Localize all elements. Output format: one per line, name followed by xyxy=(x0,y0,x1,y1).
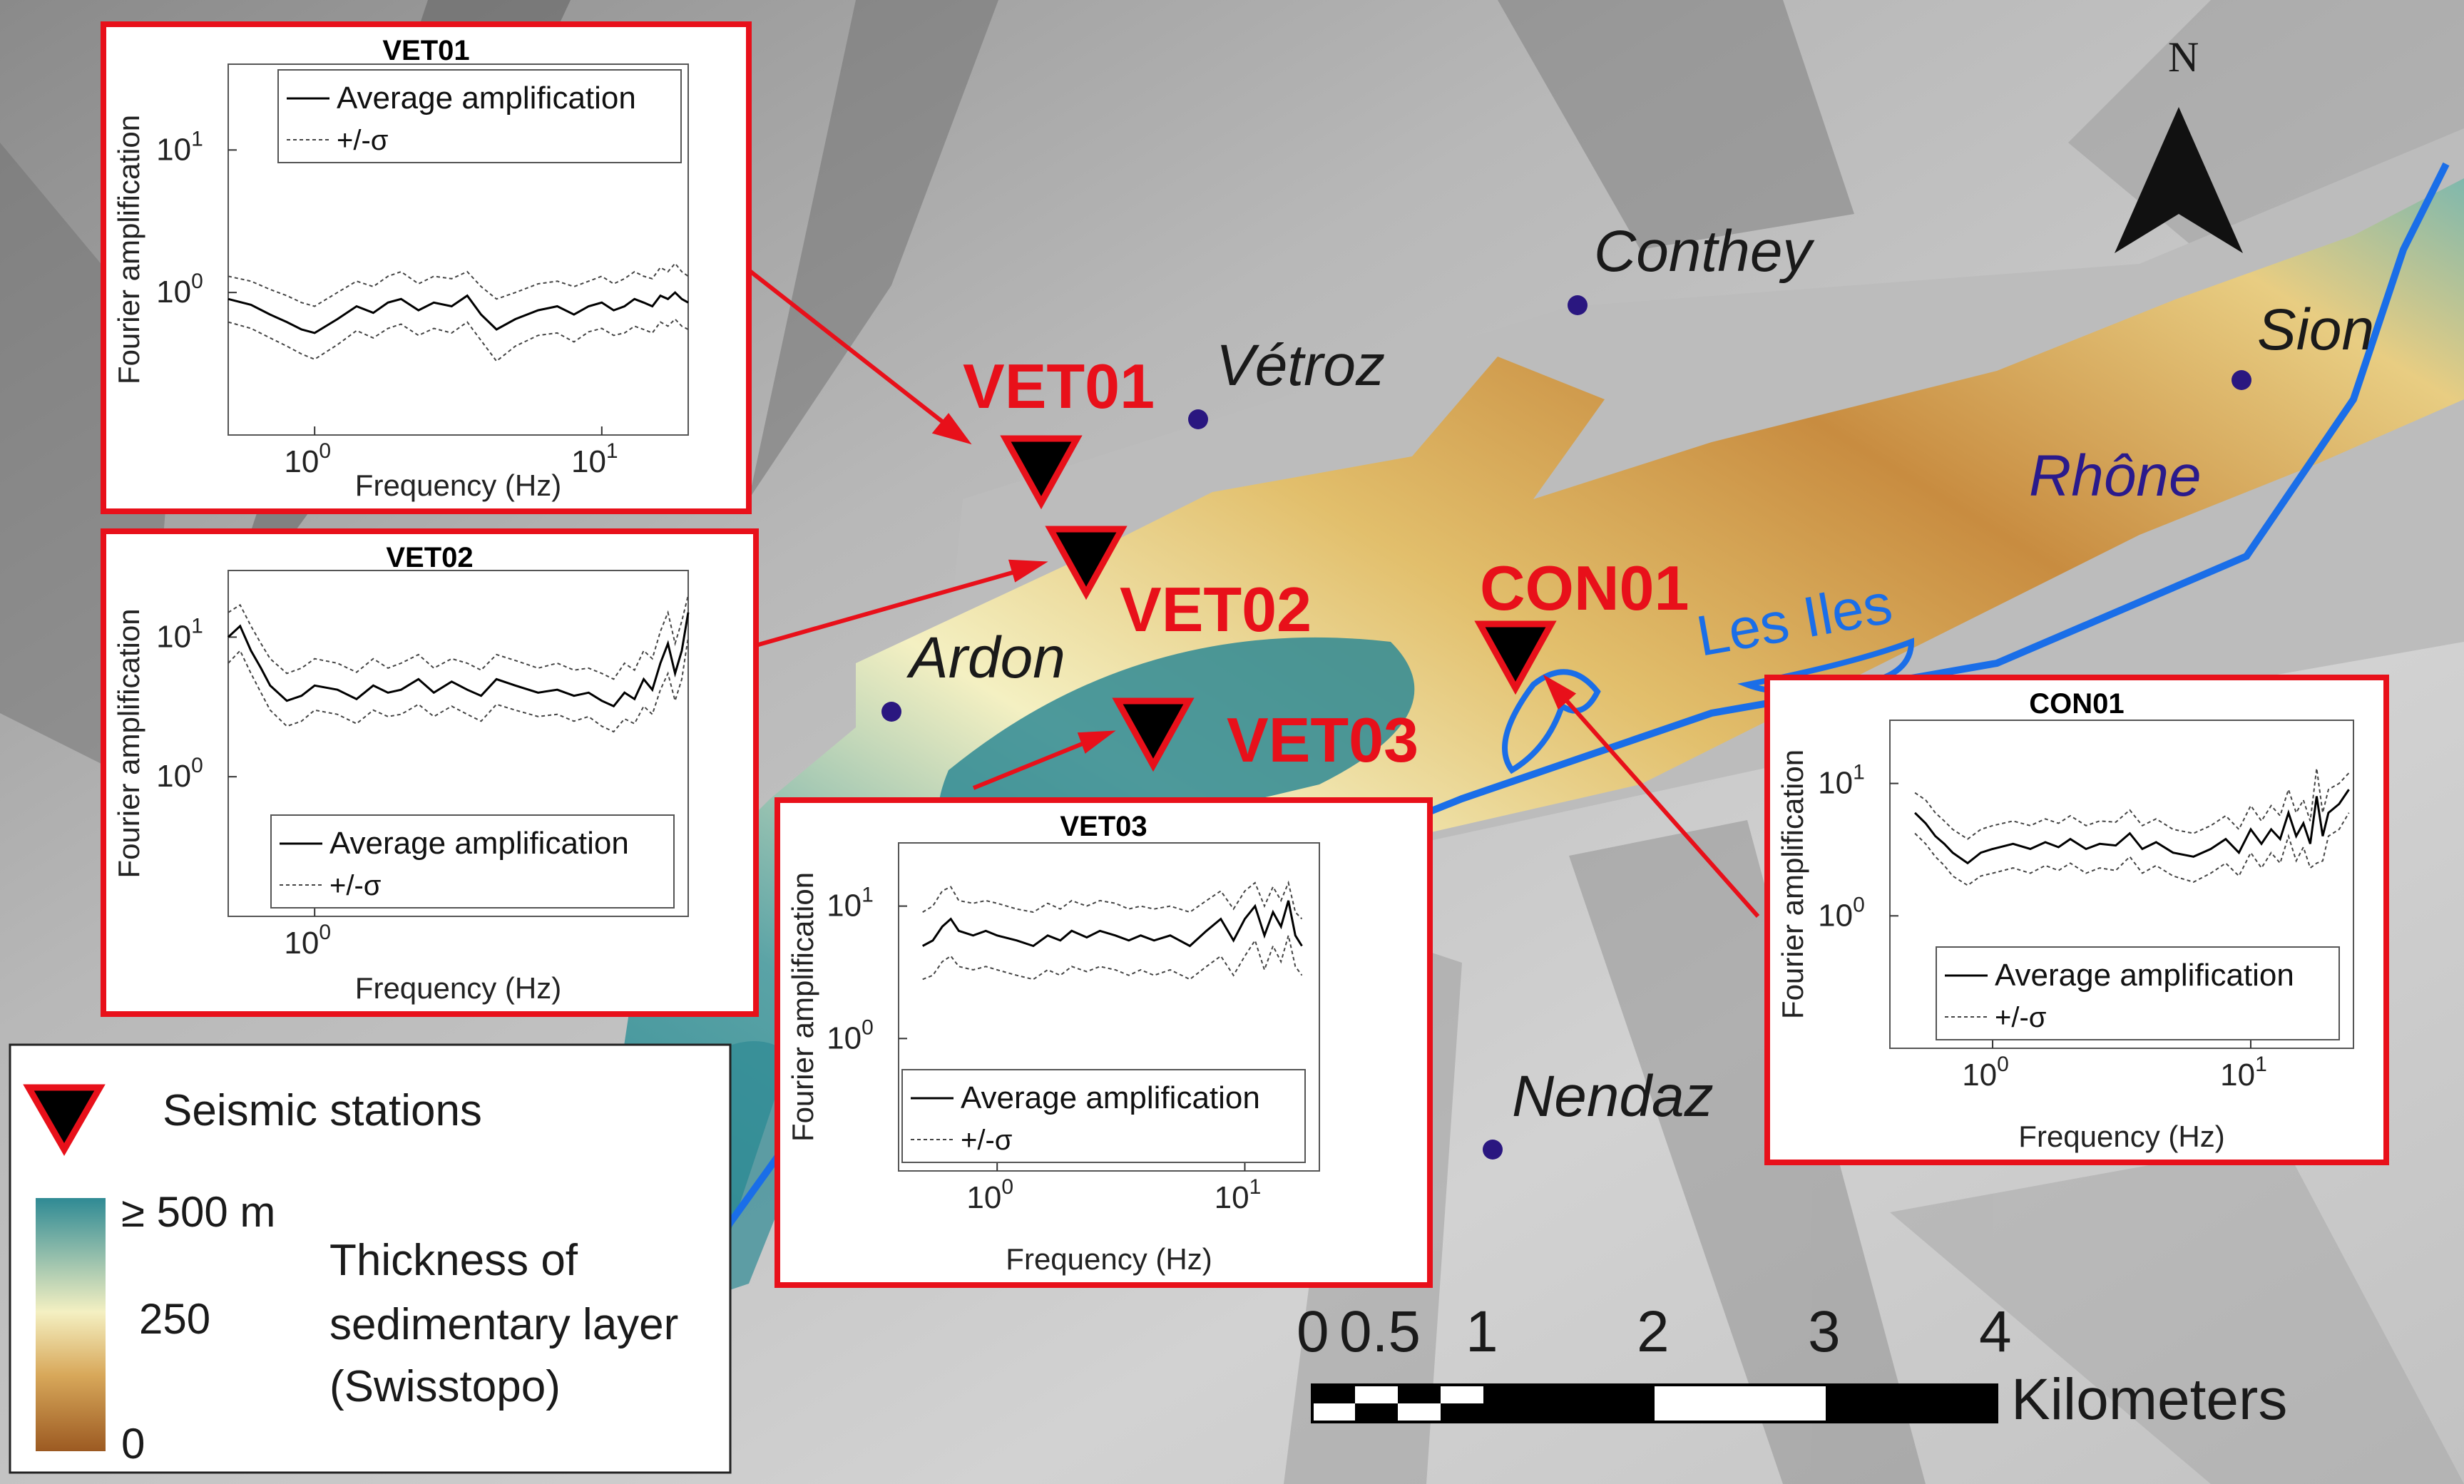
pointer-arrows xyxy=(744,265,1760,918)
legend-thickness-line3: (Swisstopo) xyxy=(329,1362,561,1411)
town-dot-sion xyxy=(2232,370,2251,390)
x-axis-label: Frequency (Hz) xyxy=(1006,1242,1212,1276)
legend-label-average: Average amplification xyxy=(1995,958,2294,993)
town-label-ardon: Ardon xyxy=(906,625,1065,690)
chart-legend xyxy=(270,814,675,909)
legend-color-ramp xyxy=(36,1198,106,1451)
series-sigma xyxy=(1914,768,2350,840)
series-average xyxy=(228,291,689,334)
north-label: N xyxy=(2168,34,2199,81)
series-sigma xyxy=(228,595,689,680)
legend-scale-mid: 250 xyxy=(139,1295,210,1343)
river-label: Rhône xyxy=(2029,444,2202,508)
town-label-sion: Sion xyxy=(2257,297,2374,362)
legend-label-sigma: +/-σ xyxy=(961,1125,1013,1156)
station-label-vet01: VET01 xyxy=(963,351,1155,421)
scale-tick-0: 0 xyxy=(1297,1299,1329,1364)
x-tick-label: 100 xyxy=(966,1175,1013,1215)
station-label-vet03: VET03 xyxy=(1227,705,1418,775)
sediment-thickness-area xyxy=(599,178,2464,1319)
station-marker-con01 xyxy=(1474,620,1557,695)
north-arrow-icon xyxy=(2115,107,2243,253)
legend-label-average: Average amplification xyxy=(329,826,629,861)
series-sigma xyxy=(922,880,1303,920)
les-iles-lake xyxy=(1502,669,1601,774)
legend-thickness-line1: Thickness of xyxy=(329,1236,578,1285)
x-axis-label: Frequency (Hz) xyxy=(355,971,561,1005)
scale-tick-4: 4 xyxy=(1979,1299,2012,1364)
legend-label-sigma: +/-σ xyxy=(337,125,389,156)
station-label-con01: CON01 xyxy=(1480,553,1689,623)
series-average xyxy=(1914,789,2350,865)
legend-thickness-line2: sedimentary layer xyxy=(329,1300,678,1349)
series-sigma xyxy=(228,262,689,307)
station-marker-vet02 xyxy=(1045,526,1128,600)
town-label-vetroz: Vétroz xyxy=(1216,333,1385,398)
scale-tick-0-5: 0.5 xyxy=(1339,1299,1421,1364)
legend-scale-bottom: 0 xyxy=(121,1420,145,1468)
series-sigma xyxy=(922,935,1303,981)
series-sigma xyxy=(228,318,689,362)
north-arrow: N xyxy=(2115,34,2243,253)
town-label-nendaz: Nendaz xyxy=(1512,1064,1714,1129)
legend-label-average: Average amplification xyxy=(337,81,636,116)
chart-legend xyxy=(1936,946,2340,1040)
y-axis-label: Fourier amplification xyxy=(112,608,145,878)
map-legend: Seismic stations ≥ 500 m 250 0 Thickness… xyxy=(9,1043,732,1474)
x-axis-label: Frequency (Hz) xyxy=(2018,1120,2224,1153)
scale-tick-1: 1 xyxy=(1466,1299,1498,1364)
y-tick-label: 101 xyxy=(1818,761,1865,801)
y-axis-label: Fourier amplification xyxy=(786,872,819,1142)
y-axis-label: Fourier amplification xyxy=(112,115,145,384)
scale-tick-2: 2 xyxy=(1637,1299,1670,1364)
town-dot-conthey xyxy=(1568,295,1588,315)
chart-title: VET01 xyxy=(382,35,469,66)
town-dot-ardon xyxy=(881,702,901,722)
station-marker-vet03 xyxy=(1112,697,1195,772)
chart-title: VET02 xyxy=(386,542,473,573)
legend-label-sigma: +/-σ xyxy=(1995,1002,2047,1033)
scale-tick-3: 3 xyxy=(1808,1299,1841,1364)
legend-scale-top: ≥ 500 m xyxy=(121,1188,275,1236)
chart-legend xyxy=(277,69,682,163)
legend-station-icon xyxy=(23,1084,106,1157)
legend-label-sigma: +/-σ xyxy=(329,870,382,901)
series-average xyxy=(921,900,1303,948)
station-label-vet02: VET02 xyxy=(1120,574,1312,645)
chart-title: CON01 xyxy=(2029,688,2124,720)
legend-stations-label: Seismic stations xyxy=(163,1086,482,1135)
series-sigma xyxy=(1914,812,2350,886)
chart-title: VET03 xyxy=(1060,811,1147,842)
chart-legend xyxy=(901,1069,1306,1163)
x-axis-label: Frequency (Hz) xyxy=(355,469,561,502)
town-label-conthey: Conthey xyxy=(1594,219,1815,284)
series-sigma xyxy=(228,637,689,733)
legend-label-average: Average amplification xyxy=(961,1080,1260,1115)
scale-unit: Kilometers xyxy=(2011,1367,2287,1432)
town-dot-vetroz xyxy=(1188,409,1208,429)
scale-bar: 0 0.5 1 2 3 4 Kilometers xyxy=(1297,1299,2287,1432)
town-dot-nendaz xyxy=(1483,1140,1503,1160)
y-axis-label: Fourier amplification xyxy=(1776,749,1809,1019)
station-marker-vet01 xyxy=(1000,435,1083,510)
series-average xyxy=(227,612,690,708)
